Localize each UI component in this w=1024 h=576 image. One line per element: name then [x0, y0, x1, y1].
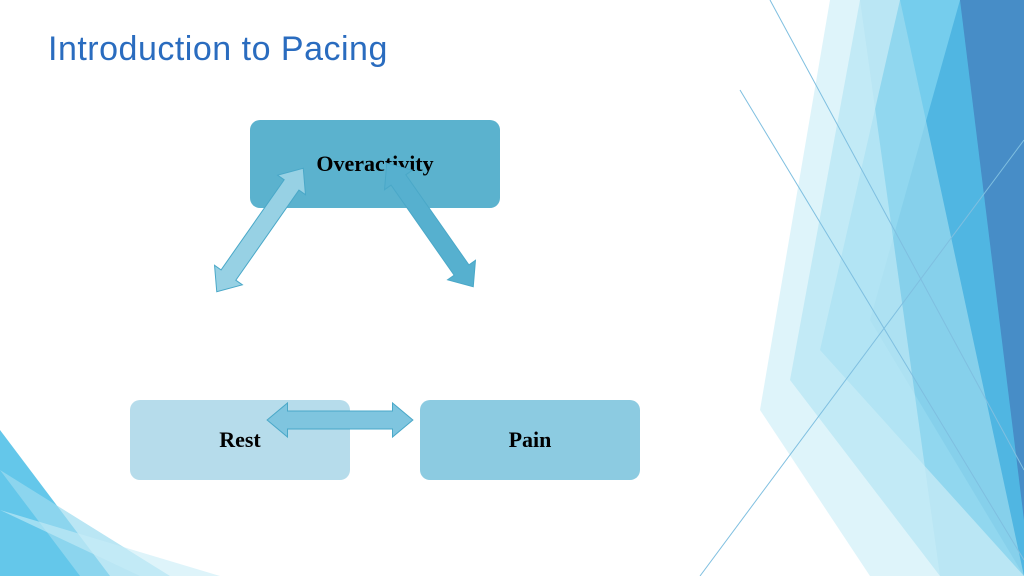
arrow-rest-pain	[0, 0, 1024, 576]
slide: Introduction to Pacing Overactivity Rest…	[0, 0, 1024, 576]
